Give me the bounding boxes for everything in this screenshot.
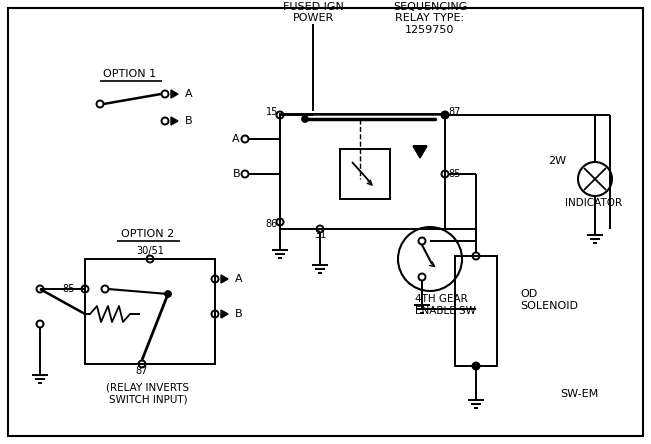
Circle shape	[301, 115, 309, 123]
Text: 31: 31	[314, 230, 326, 240]
Text: OPTION 1: OPTION 1	[104, 69, 156, 79]
Text: SWITCH INPUT): SWITCH INPUT)	[109, 394, 187, 404]
Text: POWER: POWER	[292, 13, 333, 23]
Text: SEQUENCING: SEQUENCING	[393, 2, 467, 12]
Polygon shape	[171, 90, 178, 98]
Text: 87: 87	[136, 366, 148, 376]
Text: 1259750: 1259750	[406, 25, 454, 35]
Text: OD: OD	[520, 289, 537, 299]
Polygon shape	[171, 117, 178, 125]
Bar	[85, 259, 215, 364]
Text: B: B	[232, 169, 240, 179]
Text: B: B	[185, 116, 193, 126]
Circle shape	[473, 362, 480, 369]
Text: OPTION 2: OPTION 2	[121, 229, 174, 239]
Text: 15: 15	[266, 107, 278, 117]
Text: ENABLE SW: ENABLE SW	[415, 306, 476, 316]
Bar	[455, 256, 497, 366]
Circle shape	[441, 111, 449, 119]
Text: FUSED IGN: FUSED IGN	[283, 2, 344, 12]
Text: A: A	[232, 134, 240, 144]
Polygon shape	[221, 275, 228, 283]
Text: 85: 85	[448, 169, 460, 179]
Text: (RELAY INVERTS: (RELAY INVERTS	[106, 382, 189, 392]
Text: 4TH GEAR: 4TH GEAR	[415, 294, 468, 304]
Text: RELAY TYPE:: RELAY TYPE:	[395, 13, 465, 23]
Text: INDICATOR: INDICATOR	[566, 198, 622, 208]
Text: 87: 87	[448, 107, 460, 117]
Circle shape	[165, 290, 171, 297]
Text: A: A	[235, 274, 243, 284]
Text: B: B	[235, 309, 243, 319]
Polygon shape	[221, 310, 228, 318]
Text: 30/51: 30/51	[136, 246, 164, 256]
Text: SOLENOID: SOLENOID	[520, 301, 578, 311]
Text: 2W: 2W	[548, 156, 566, 166]
Text: 85: 85	[62, 284, 75, 294]
Bar	[280, 114, 445, 229]
Bar	[340, 149, 390, 199]
Text: SW-EM: SW-EM	[560, 389, 598, 399]
Text: 86: 86	[266, 219, 278, 229]
Polygon shape	[413, 146, 427, 158]
Text: A: A	[185, 89, 193, 99]
